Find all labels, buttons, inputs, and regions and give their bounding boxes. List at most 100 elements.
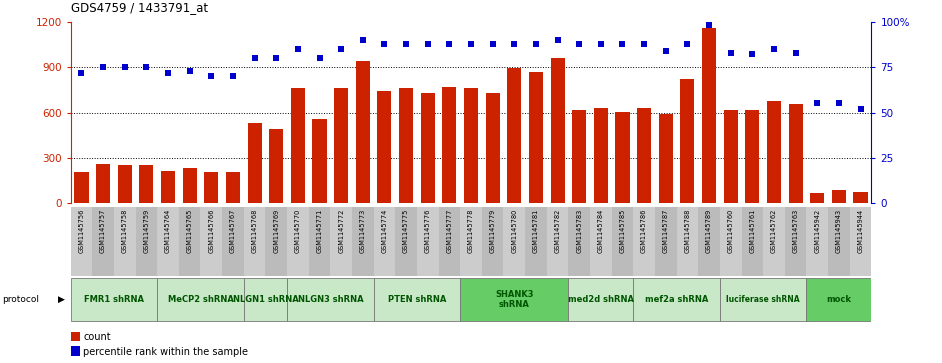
Bar: [71, 332, 80, 341]
Bar: [741, 207, 763, 276]
Bar: [291, 88, 305, 203]
Bar: [676, 207, 698, 276]
Bar: [96, 164, 110, 203]
Point: [355, 37, 370, 43]
Bar: [745, 110, 759, 203]
Text: mock: mock: [826, 295, 852, 304]
Bar: [568, 207, 590, 276]
Text: GSM1145762: GSM1145762: [771, 209, 777, 253]
Text: mef2a shRNA: mef2a shRNA: [645, 295, 708, 304]
Bar: [464, 88, 478, 203]
Point: [745, 52, 760, 57]
Bar: [92, 207, 114, 276]
Point: [702, 23, 717, 28]
Text: GSM1145788: GSM1145788: [685, 209, 690, 253]
Text: GSM1145943: GSM1145943: [836, 209, 842, 253]
Text: GSM1145944: GSM1145944: [857, 209, 864, 253]
Bar: [593, 108, 608, 203]
Bar: [356, 61, 370, 203]
Point: [117, 64, 132, 70]
Bar: [788, 104, 803, 203]
Point: [637, 41, 652, 46]
Bar: [507, 68, 521, 203]
Bar: [179, 207, 201, 276]
Point: [615, 41, 630, 46]
Point: [572, 41, 587, 46]
Text: GSM1145772: GSM1145772: [338, 209, 344, 253]
Text: GSM1145756: GSM1145756: [78, 209, 85, 253]
Bar: [71, 278, 157, 321]
Bar: [615, 112, 629, 203]
Bar: [352, 207, 374, 276]
Bar: [157, 207, 179, 276]
Bar: [399, 88, 414, 203]
Bar: [118, 165, 132, 203]
Bar: [633, 207, 655, 276]
Bar: [568, 278, 633, 321]
Bar: [528, 72, 543, 203]
Text: GSM1145764: GSM1145764: [165, 209, 171, 253]
Bar: [550, 58, 564, 203]
Bar: [331, 207, 352, 276]
Bar: [572, 110, 586, 203]
Text: GSM1145769: GSM1145769: [273, 209, 279, 253]
Point: [810, 101, 825, 106]
Point: [550, 37, 565, 43]
Text: GSM1145773: GSM1145773: [360, 209, 365, 253]
Bar: [850, 207, 871, 276]
Bar: [417, 207, 439, 276]
Bar: [157, 278, 244, 321]
Bar: [248, 123, 262, 203]
Bar: [481, 207, 503, 276]
Text: count: count: [83, 332, 111, 342]
Bar: [71, 207, 92, 276]
Point: [377, 41, 392, 46]
Bar: [139, 165, 154, 203]
Point: [268, 55, 284, 61]
Bar: [201, 207, 222, 276]
Bar: [309, 207, 331, 276]
Text: protocol: protocol: [2, 295, 39, 304]
Bar: [421, 93, 435, 203]
Bar: [810, 193, 824, 203]
Text: GSM1145766: GSM1145766: [208, 209, 215, 253]
Text: GSM1145789: GSM1145789: [706, 209, 712, 253]
Text: GSM1145759: GSM1145759: [143, 209, 150, 253]
Text: med2d shRNA: med2d shRNA: [568, 295, 634, 304]
Point: [723, 50, 739, 56]
Point: [398, 41, 414, 46]
Text: GSM1145776: GSM1145776: [425, 209, 430, 253]
Bar: [114, 207, 136, 276]
Point: [182, 68, 197, 74]
Text: GSM1145779: GSM1145779: [490, 209, 495, 253]
Bar: [461, 278, 568, 321]
Text: GSM1145774: GSM1145774: [382, 209, 387, 253]
Point: [680, 41, 695, 46]
Bar: [287, 278, 374, 321]
Text: GSM1145775: GSM1145775: [403, 209, 409, 253]
Point: [247, 55, 262, 61]
Text: GSM1145757: GSM1145757: [100, 209, 106, 253]
Bar: [633, 278, 720, 321]
Bar: [226, 172, 240, 203]
Point: [290, 46, 305, 52]
Text: GSM1145765: GSM1145765: [187, 209, 193, 253]
Text: GSM1145760: GSM1145760: [727, 209, 734, 253]
Bar: [74, 172, 89, 203]
Point: [420, 41, 435, 46]
Bar: [658, 114, 673, 203]
Bar: [136, 207, 157, 276]
Text: GSM1145770: GSM1145770: [295, 209, 300, 253]
Text: luciferase shRNA: luciferase shRNA: [726, 295, 800, 304]
Bar: [71, 346, 80, 356]
Bar: [763, 207, 785, 276]
Text: GSM1145783: GSM1145783: [577, 209, 582, 253]
Text: GSM1145785: GSM1145785: [620, 209, 625, 253]
Text: GSM1145761: GSM1145761: [749, 209, 755, 253]
Text: NLGN1 shRNA: NLGN1 shRNA: [233, 295, 299, 304]
Text: GSM1145758: GSM1145758: [122, 209, 128, 253]
Text: percentile rank within the sample: percentile rank within the sample: [83, 347, 249, 357]
Bar: [720, 207, 741, 276]
Text: GSM1145778: GSM1145778: [468, 209, 474, 253]
Bar: [183, 168, 197, 203]
